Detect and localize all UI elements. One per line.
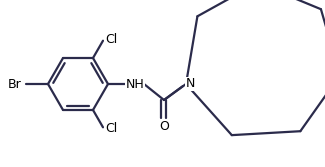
Text: N: N [185, 77, 195, 91]
Text: Br: Br [8, 77, 22, 91]
Text: N: N [185, 77, 195, 91]
Text: Cl: Cl [105, 122, 117, 135]
Text: O: O [159, 120, 169, 132]
Text: N: N [185, 77, 195, 91]
Text: Cl: Cl [105, 33, 117, 46]
Text: NH: NH [126, 77, 144, 91]
